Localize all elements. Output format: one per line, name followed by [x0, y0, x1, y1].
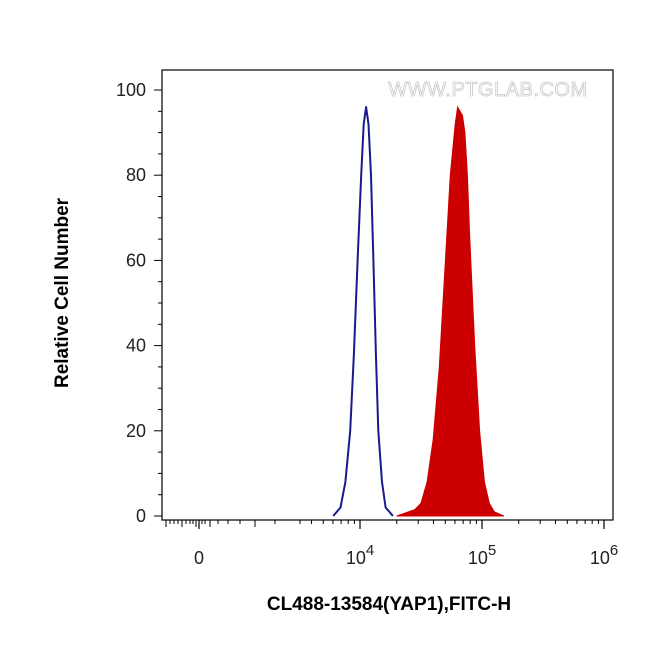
- y-tick-label: 40: [126, 336, 146, 356]
- x-tick-label: 104: [346, 542, 374, 568]
- x-axis-title: CL488-13584(YAP1),FITC-H: [267, 594, 511, 615]
- series-0-outline: [332, 106, 394, 517]
- series-layer: [332, 105, 505, 517]
- x-tick-label: 105: [468, 542, 496, 568]
- plot-frame: [161, 69, 614, 521]
- y-tick-label: 80: [126, 165, 146, 185]
- y-tick-label: 20: [126, 421, 146, 441]
- y-tick-label: 100: [116, 80, 146, 100]
- x-axis: 0 104 105 106: [165, 520, 618, 568]
- series-1-filled-area: [396, 105, 505, 517]
- y-tick-label: 60: [126, 250, 146, 270]
- watermark: WWW.PTGLAB.COM: [388, 79, 587, 101]
- y-axis-title: Relative Cell Number: [52, 197, 73, 388]
- y-axis: 0 20 40 60 80 100: [116, 80, 162, 526]
- y-tick-label: 0: [136, 506, 146, 526]
- x-tick-label: 0: [194, 548, 204, 568]
- x-tick-label: 106: [590, 542, 618, 568]
